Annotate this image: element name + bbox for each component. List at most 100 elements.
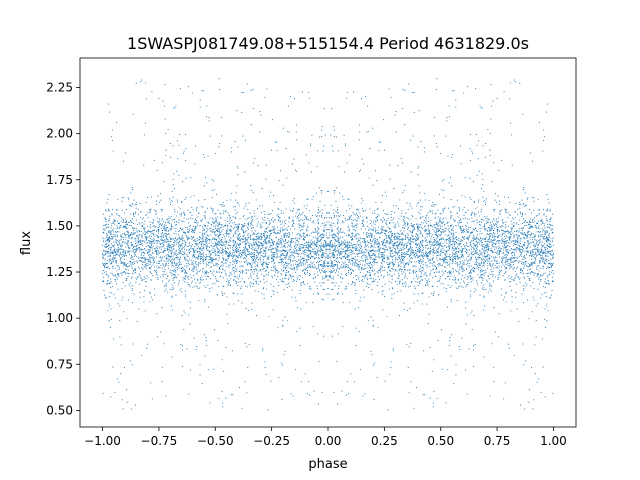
data-point <box>460 163 462 165</box>
data-point <box>105 239 107 242</box>
data-point <box>552 252 554 254</box>
data-point <box>315 261 318 264</box>
data-point <box>347 248 349 250</box>
data-point <box>171 295 173 297</box>
data-point <box>483 190 485 192</box>
data-point <box>544 224 546 226</box>
data-point <box>138 257 140 259</box>
data-point <box>381 293 383 295</box>
data-point <box>421 235 424 237</box>
data-point <box>438 234 440 236</box>
data-point <box>316 287 319 289</box>
data-point <box>284 243 286 245</box>
data-point <box>527 244 529 246</box>
data-point <box>374 243 376 245</box>
data-point <box>538 277 540 279</box>
data-point <box>374 239 376 242</box>
data-point <box>379 278 381 280</box>
data-point <box>452 206 454 208</box>
data-point <box>107 252 109 254</box>
data-point <box>122 282 124 284</box>
data-point <box>332 257 335 259</box>
data-point <box>525 250 527 252</box>
data-point <box>347 283 349 285</box>
data-point <box>443 272 445 274</box>
data-point <box>501 224 503 226</box>
data-point <box>418 285 420 287</box>
data-point <box>167 262 170 264</box>
data-point <box>407 241 410 243</box>
data-point <box>143 301 145 303</box>
data-point <box>533 287 535 290</box>
data-point <box>231 225 233 227</box>
data-point <box>482 286 484 288</box>
data-point <box>498 336 500 338</box>
data-point <box>532 237 534 239</box>
data-point <box>313 273 315 275</box>
data-point <box>346 245 348 247</box>
data-point <box>513 225 515 227</box>
data-point <box>441 225 443 227</box>
data-point <box>539 259 541 262</box>
data-point <box>398 225 400 227</box>
data-point <box>268 261 270 264</box>
data-point <box>102 213 104 215</box>
data-point <box>402 242 404 244</box>
data-point <box>476 174 478 176</box>
data-point <box>109 231 111 233</box>
data-point <box>146 231 148 234</box>
data-point <box>512 248 514 250</box>
data-point <box>245 247 247 250</box>
data-point <box>143 278 145 280</box>
data-point <box>220 227 222 229</box>
data-point <box>331 227 333 229</box>
data-point <box>391 241 393 243</box>
data-point <box>450 275 452 277</box>
data-point <box>354 259 356 261</box>
data-point <box>207 155 209 157</box>
data-point <box>415 266 417 268</box>
data-point <box>361 249 363 251</box>
data-point <box>285 257 287 259</box>
data-point <box>160 235 162 238</box>
data-point <box>501 235 503 237</box>
data-point <box>384 251 386 253</box>
data-point <box>199 246 201 249</box>
data-point <box>438 279 440 282</box>
data-point <box>351 205 353 207</box>
data-point <box>225 346 227 348</box>
data-point <box>259 241 261 243</box>
data-point <box>539 234 542 236</box>
data-point <box>171 245 173 248</box>
data-point <box>268 213 270 215</box>
data-point <box>387 236 389 238</box>
data-point <box>216 272 218 274</box>
data-point <box>419 213 421 215</box>
data-point <box>471 256 473 258</box>
data-point <box>370 316 372 318</box>
data-point <box>130 213 132 215</box>
data-point <box>542 265 545 267</box>
data-point <box>214 253 216 255</box>
data-point <box>103 232 105 234</box>
data-point <box>261 244 263 246</box>
data-point <box>436 228 438 230</box>
data-point <box>365 96 367 98</box>
data-point <box>423 219 425 221</box>
data-point <box>452 227 454 229</box>
data-point <box>107 310 109 312</box>
data-point <box>127 240 129 242</box>
data-point <box>309 241 311 243</box>
data-point <box>117 250 119 252</box>
data-point <box>219 216 221 218</box>
data-point <box>434 243 437 245</box>
data-point <box>306 271 308 273</box>
data-point <box>491 250 493 252</box>
data-point <box>330 270 332 272</box>
data-point <box>288 232 290 234</box>
data-point <box>305 154 307 156</box>
data-point <box>455 251 457 253</box>
data-point <box>433 116 436 118</box>
data-point <box>316 249 318 251</box>
data-point <box>484 156 487 158</box>
